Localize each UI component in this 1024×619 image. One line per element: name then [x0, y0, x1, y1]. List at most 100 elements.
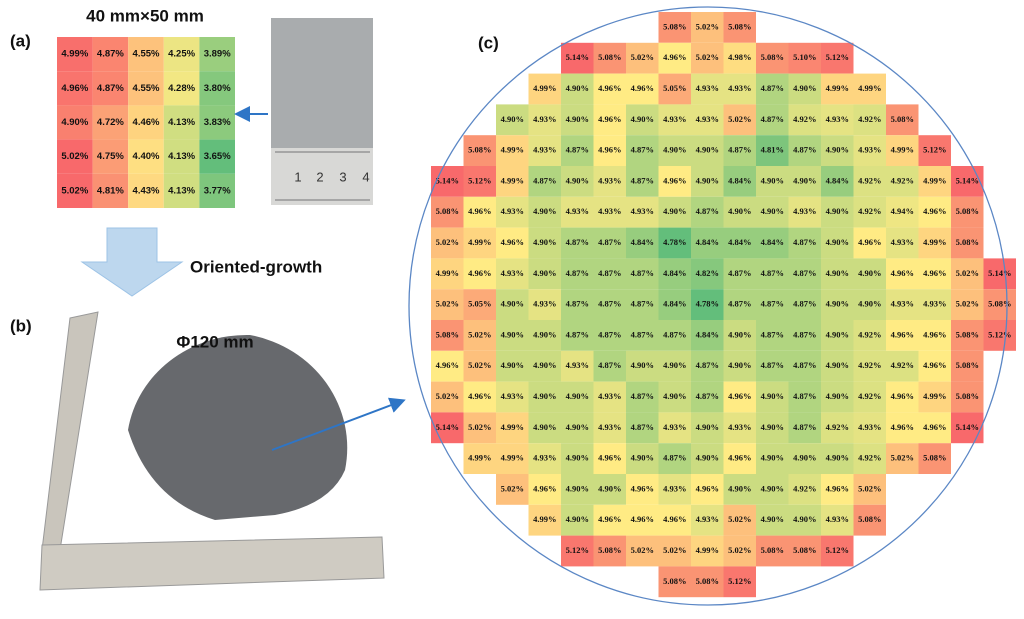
cell-value: 4.90%: [566, 114, 589, 124]
heatmap-cell: [199, 105, 235, 140]
heatmap-cell: [723, 504, 756, 536]
heatmap-cell: [756, 227, 789, 259]
heatmap-cell: [788, 258, 821, 290]
cell-value: 4.98%: [728, 52, 751, 62]
cell-value: 4.87%: [598, 329, 621, 339]
heatmap-cell: [918, 381, 951, 413]
heatmap-cell: [951, 350, 984, 382]
cell-value: 4.87%: [631, 329, 654, 339]
heatmap-cell: [886, 104, 919, 136]
heatmap-cell: [918, 258, 951, 290]
heatmap-cell: [128, 105, 164, 140]
heatmap-cell: [626, 73, 659, 105]
heatmap-cell: [496, 443, 529, 474]
cell-value: 4.90%: [566, 83, 589, 93]
cell-value: 4.96%: [598, 453, 621, 463]
heatmap-cell: [723, 196, 756, 228]
heatmap-cell: [853, 73, 886, 105]
heatmap-cell: [853, 166, 886, 197]
heatmap-cell: [593, 135, 626, 166]
heatmap-cell: [821, 104, 854, 136]
cell-value: 3.65%: [204, 151, 231, 162]
heatmap-cell: [593, 258, 626, 290]
cell-value: 4.90%: [761, 422, 784, 432]
heatmap-cell: [853, 227, 886, 259]
heatmap-cell: [853, 258, 886, 290]
heatmap-cell: [593, 350, 626, 382]
heatmap-cell: [821, 443, 854, 474]
down-arrow: [80, 227, 184, 297]
cell-value: 4.90%: [826, 206, 849, 216]
cell-value: 4.87%: [761, 360, 784, 370]
heatmap-cell: [951, 412, 984, 444]
cell-value: 4.96%: [598, 514, 621, 524]
heatmap-cell: [561, 412, 594, 444]
cell-value: 4.90%: [793, 175, 816, 185]
heatmap-cell: [951, 381, 984, 413]
heatmap-cell: [788, 135, 821, 166]
cell-value: 4.90%: [826, 145, 849, 155]
cell-value: 4.87%: [566, 145, 589, 155]
cell-value: 4.55%: [133, 49, 160, 60]
cell-value: 4.87%: [566, 237, 589, 247]
wafer-outline: [408, 6, 1008, 606]
heatmap-cell: [561, 350, 594, 382]
cell-value: 4.92%: [858, 391, 881, 401]
cell-value: 4.92%: [858, 453, 881, 463]
heatmap-cell: [163, 71, 200, 106]
heatmap-cell: [528, 474, 561, 505]
cell-value: 5.08%: [728, 21, 751, 31]
heatmap-cell: [918, 166, 951, 197]
heatmap-cell: [528, 350, 561, 382]
heatmap-cell: [528, 443, 561, 474]
cell-value: 4.96%: [501, 237, 524, 247]
cell-value: 4.96%: [728, 391, 751, 401]
heatmap-cell: [723, 381, 756, 413]
heatmap-cell: [658, 42, 691, 74]
heatmap-cell: [593, 412, 626, 444]
heatmap-cell: [658, 535, 691, 567]
cell-value: 4.87%: [761, 329, 784, 339]
cell-value: 4.93%: [826, 114, 849, 124]
cell-value: 4.87%: [631, 175, 654, 185]
heatmap-cell: [593, 104, 626, 136]
heatmap-cell: [626, 474, 659, 505]
heatmap-cell: [788, 227, 821, 259]
heatmap-cell: [496, 289, 529, 320]
cell-value: 4.90%: [533, 268, 556, 278]
cell-value: 5.02%: [728, 114, 751, 124]
heatmap-cell: [918, 320, 951, 351]
cell-value: 4.93%: [891, 237, 914, 247]
heatmap-cell: [431, 320, 464, 351]
heatmap-cell: [918, 227, 951, 259]
heatmap-cell: [756, 104, 789, 136]
cell-value: 5.14%: [436, 422, 459, 432]
heatmap-cell: [496, 412, 529, 444]
heatmap-cell: [658, 196, 691, 228]
heatmap-cell: [756, 166, 789, 197]
cell-value: 4.84%: [663, 268, 686, 278]
cell-value: 5.08%: [436, 329, 459, 339]
heatmap-cell: [951, 258, 984, 290]
cell-value: 4.93%: [501, 268, 524, 278]
heatmap-cell: [658, 381, 691, 413]
cell-value: 5.02%: [696, 21, 719, 31]
heatmap-cell: [163, 37, 200, 72]
cell-value: 3.77%: [204, 185, 231, 196]
heatmap-cell: [593, 196, 626, 228]
cell-value: 5.08%: [891, 114, 914, 124]
heatmap-cell: [528, 320, 561, 351]
heatmap-cell: [756, 350, 789, 382]
cell-value: 4.46%: [133, 117, 160, 128]
cell-value: 4.87%: [761, 114, 784, 124]
cell-value: 4.90%: [533, 391, 556, 401]
heatmap-cell: [561, 73, 594, 105]
cell-value: 4.99%: [468, 237, 491, 247]
heatmap-cell: [463, 412, 496, 444]
cell-value: 5.02%: [436, 237, 459, 247]
cell-value: 5.08%: [923, 453, 946, 463]
heatmap-cell: [788, 412, 821, 444]
cell-value: 4.90%: [696, 422, 719, 432]
cell-value: 4.93%: [858, 422, 881, 432]
cell-value: 4.90%: [566, 391, 589, 401]
